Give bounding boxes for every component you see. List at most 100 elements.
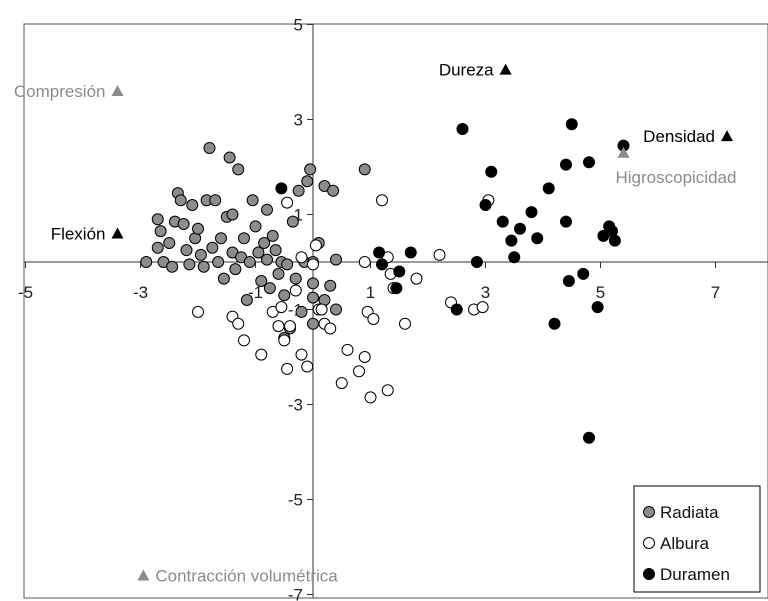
- data-point-albura: [364, 391, 377, 404]
- variable-marker: Compresión: [14, 82, 124, 101]
- data-point-radiata: [269, 244, 282, 257]
- data-point-albura: [353, 365, 365, 378]
- data-point-albura: [307, 258, 319, 271]
- data-point-albura: [275, 301, 288, 314]
- data-point-radiata: [166, 260, 179, 273]
- variable-marker: Flexión: [51, 225, 124, 244]
- data-point-duramen: [508, 251, 521, 264]
- data-point-albura: [281, 196, 294, 209]
- x-tick-label: 3: [481, 283, 490, 302]
- variable-label: Higroscopicidad: [616, 168, 737, 187]
- data-point-albura: [272, 320, 285, 333]
- data-point-albura: [284, 320, 296, 333]
- series-duramen: [275, 118, 630, 444]
- triangle-icon: [721, 130, 733, 142]
- data-point-albura: [341, 343, 354, 356]
- data-point-albura: [358, 256, 371, 268]
- series-albura: [192, 194, 495, 404]
- data-point-albura: [289, 284, 302, 297]
- data-point-duramen: [373, 246, 386, 259]
- data-point-duramen: [514, 222, 526, 235]
- data-point-duramen: [548, 317, 561, 330]
- data-point-radiata: [206, 241, 219, 254]
- data-point-radiata: [180, 244, 193, 257]
- data-point-radiata: [174, 194, 187, 207]
- variable-marker: Contracción volumétrica: [137, 567, 338, 586]
- data-point-duramen: [525, 206, 538, 219]
- triangle-icon: [617, 146, 630, 158]
- data-point-duramen: [577, 267, 590, 280]
- triangle-icon: [137, 569, 150, 581]
- data-point-albura: [315, 303, 328, 316]
- data-points: [140, 118, 630, 444]
- data-point-radiata: [192, 222, 204, 235]
- data-point-radiata: [286, 215, 299, 228]
- data-point-radiata: [327, 184, 340, 197]
- triangle-icon: [111, 85, 124, 96]
- legend-label: Duramen: [660, 565, 730, 584]
- data-point-albura: [238, 334, 250, 347]
- data-point-duramen: [470, 256, 483, 268]
- x-tick-label: -5: [18, 283, 33, 302]
- data-point-radiata: [151, 213, 164, 226]
- data-point-radiata: [258, 237, 271, 249]
- data-point-duramen: [583, 431, 595, 444]
- y-tick-label: -7: [288, 586, 303, 601]
- data-point-albura: [433, 248, 446, 261]
- data-point-albura: [358, 351, 371, 363]
- y-tick-label: 3: [294, 111, 303, 130]
- data-point-radiata: [203, 142, 216, 154]
- data-point-radiata: [249, 220, 262, 233]
- legend-label: Albura: [660, 534, 710, 553]
- data-point-albura: [410, 272, 423, 285]
- data-point-duramen: [376, 258, 388, 271]
- data-point-albura: [281, 362, 294, 375]
- data-point-radiata: [307, 291, 319, 304]
- data-point-radiata: [226, 208, 239, 221]
- data-point-radiata: [324, 279, 337, 292]
- data-point-radiata: [212, 256, 225, 268]
- data-point-albura: [295, 251, 308, 264]
- x-tick-label: -3: [133, 283, 148, 302]
- data-point-radiata: [281, 258, 294, 271]
- legend: Radiata Albura Duramen: [633, 485, 761, 593]
- variable-label: Contracción volumétrica: [155, 567, 338, 586]
- data-point-duramen: [479, 199, 492, 211]
- data-point-radiata: [209, 194, 222, 207]
- data-point-duramen: [583, 156, 595, 169]
- data-point-duramen: [390, 282, 403, 295]
- data-point-duramen: [531, 232, 544, 245]
- data-point-radiata: [304, 163, 317, 176]
- variable-markers: Dureza Densidad Higroscopicidad Compresión F…: [14, 61, 737, 586]
- data-point-duramen: [404, 246, 417, 259]
- data-point-radiata: [154, 225, 167, 238]
- data-point-radiata: [223, 151, 236, 164]
- data-point-radiata: [307, 277, 319, 290]
- data-point-radiata: [266, 229, 279, 242]
- data-point-duramen: [608, 234, 621, 247]
- data-point-radiata: [330, 303, 342, 316]
- data-point-radiata: [215, 232, 227, 245]
- data-point-duramen: [565, 118, 578, 131]
- data-point-albura: [301, 360, 314, 373]
- data-point-radiata: [194, 248, 207, 261]
- data-point-radiata: [240, 294, 253, 306]
- data-point-albura: [255, 348, 268, 361]
- data-point-radiata: [261, 203, 273, 216]
- variable-label: Compresión: [14, 82, 106, 101]
- data-point-radiata: [292, 184, 305, 197]
- data-point-radiata: [252, 246, 265, 259]
- data-point-radiata: [278, 289, 291, 302]
- data-point-radiata: [140, 256, 153, 268]
- data-point-radiata: [263, 282, 276, 295]
- data-point-duramen: [450, 303, 463, 316]
- data-point-albura: [399, 317, 411, 330]
- data-point-radiata: [177, 218, 190, 230]
- variable-label: Densidad: [643, 127, 715, 146]
- data-point-duramen: [496, 215, 509, 228]
- variable-marker: Densidad: [643, 127, 733, 146]
- data-point-radiata: [301, 175, 314, 188]
- legend-box: [633, 485, 761, 593]
- data-point-albura: [309, 239, 322, 252]
